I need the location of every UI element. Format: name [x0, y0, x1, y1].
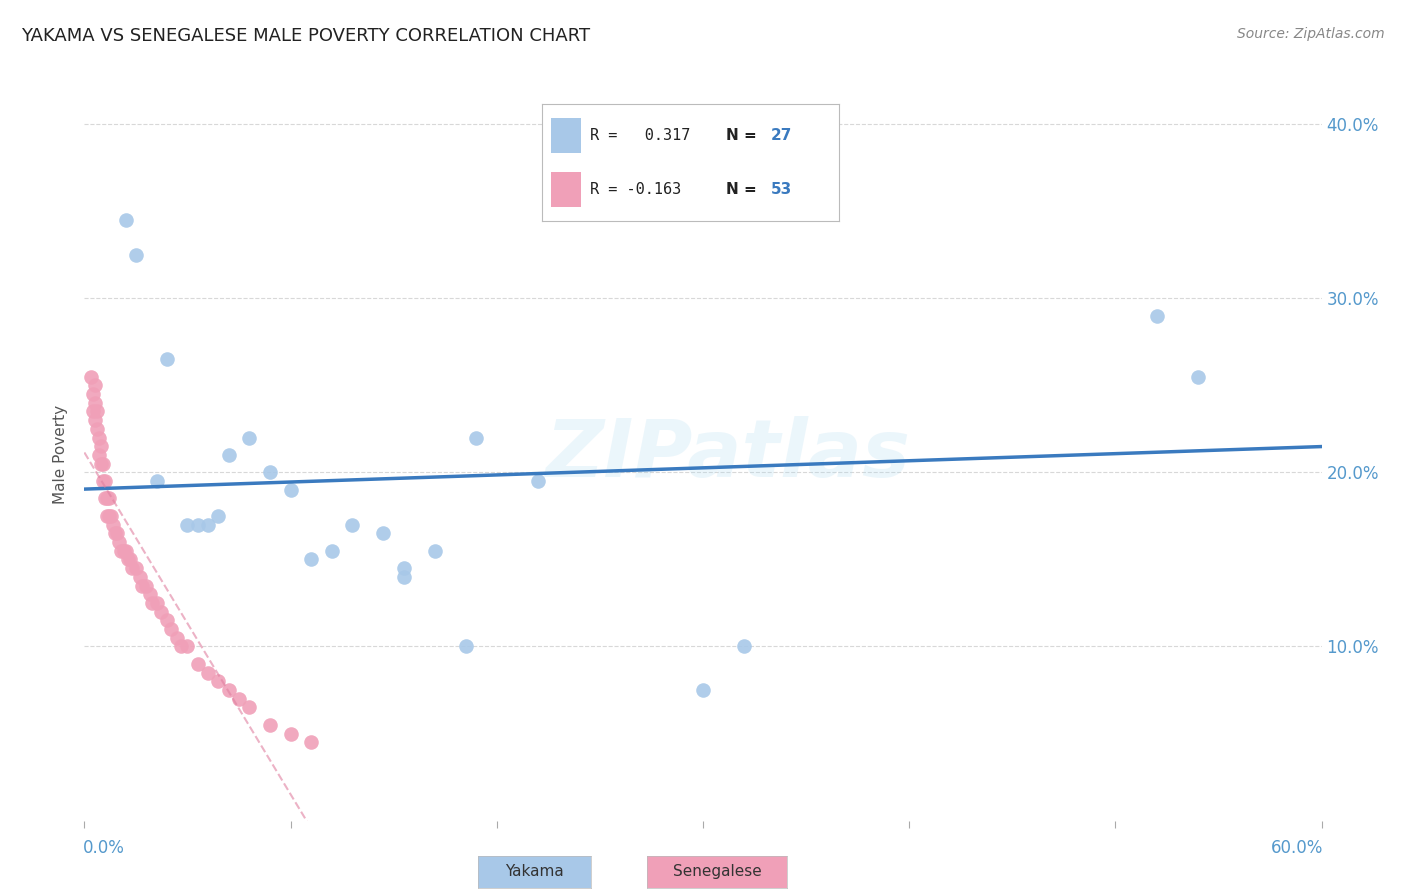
Point [103, 517, 125, 532]
Point [139, 587, 162, 601]
Point [145, 596, 167, 610]
Point [105, 526, 128, 541]
Point [454, 640, 477, 654]
Point [197, 665, 219, 680]
Point [87, 448, 110, 462]
Point [125, 247, 148, 261]
Text: YAKAMA VS SENEGALESE MALE POVERTY CORRELATION CHART: YAKAMA VS SENEGALESE MALE POVERTY CORREL… [21, 27, 591, 45]
Point [94, 491, 117, 506]
Point [156, 352, 179, 367]
Point [86, 422, 108, 436]
Point [100, 508, 122, 523]
Point [299, 735, 322, 749]
Point [187, 657, 209, 671]
Point [238, 700, 260, 714]
Text: Source: ZipAtlas.com: Source: ZipAtlas.com [1237, 27, 1385, 41]
Point [373, 526, 395, 541]
Point [83, 413, 105, 427]
Point [135, 578, 157, 592]
Point [83, 395, 105, 409]
Point [733, 640, 755, 654]
Point [228, 691, 250, 706]
Point [91, 474, 114, 488]
Point [280, 726, 302, 740]
Y-axis label: Male Poverty: Male Poverty [53, 405, 69, 505]
Point [299, 552, 322, 566]
Point [121, 561, 143, 575]
Point [218, 448, 240, 462]
Point [129, 570, 152, 584]
Point [176, 517, 198, 532]
Point [207, 674, 229, 689]
Point [465, 430, 488, 444]
Point [141, 596, 163, 610]
Text: Senegalese: Senegalese [672, 864, 762, 880]
Point [91, 457, 114, 471]
Point [90, 457, 112, 471]
Point [794, 178, 817, 192]
Point [207, 508, 229, 523]
Point [692, 683, 714, 698]
Point [87, 430, 110, 444]
Point [259, 466, 281, 480]
Point [527, 474, 550, 488]
Point [114, 212, 136, 227]
Point [83, 378, 105, 392]
Point [98, 491, 121, 506]
Point [280, 483, 302, 497]
Point [187, 517, 209, 532]
Point [259, 718, 281, 732]
Point [118, 552, 141, 566]
Text: 60.0%: 60.0% [1271, 838, 1323, 857]
Point [96, 491, 118, 506]
Point [125, 561, 148, 575]
Point [82, 387, 104, 401]
Text: Yakama: Yakama [505, 864, 564, 880]
Point [149, 605, 172, 619]
Point [238, 430, 260, 444]
Point [117, 552, 139, 566]
Point [176, 640, 198, 654]
Point [79, 369, 101, 384]
Point [1146, 309, 1168, 323]
Point [90, 439, 112, 453]
Point [1187, 369, 1209, 384]
Point [321, 543, 343, 558]
Point [218, 683, 240, 698]
Point [392, 570, 415, 584]
Point [131, 578, 153, 592]
Point [94, 474, 117, 488]
Point [166, 631, 188, 645]
Point [98, 508, 121, 523]
Point [145, 474, 167, 488]
Point [392, 561, 415, 575]
Point [156, 613, 179, 627]
Point [160, 622, 183, 636]
Point [423, 543, 446, 558]
Point [170, 640, 193, 654]
Point [82, 404, 104, 418]
Text: ZIPatlas: ZIPatlas [546, 416, 910, 494]
Point [86, 404, 108, 418]
Point [112, 543, 135, 558]
Point [96, 508, 118, 523]
Point [114, 543, 136, 558]
Point [108, 535, 131, 549]
Point [197, 517, 219, 532]
Point [342, 517, 364, 532]
Point [110, 543, 132, 558]
Text: 0.0%: 0.0% [83, 838, 125, 857]
Point [104, 526, 127, 541]
